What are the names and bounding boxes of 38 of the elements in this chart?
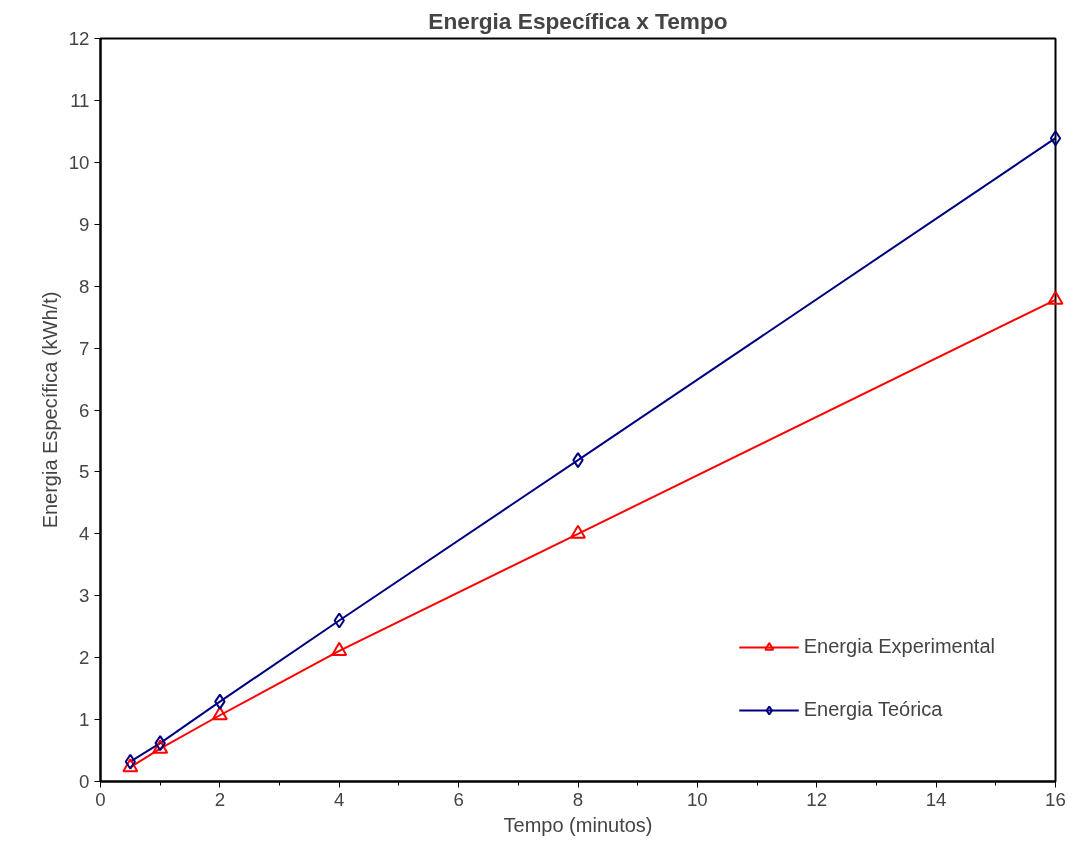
- x-tick-label: 2: [214, 788, 226, 810]
- y-tick-label: 5: [79, 461, 90, 483]
- x-tick-label: 14: [925, 788, 947, 810]
- x-tick-label: 12: [806, 788, 828, 810]
- point: [124, 753, 137, 770]
- x-axis-title: Tempo (minutos): [503, 813, 653, 836]
- point: [214, 693, 226, 710]
- x-tick-label: 6: [453, 788, 464, 810]
- x-tick-label: 16: [1045, 788, 1066, 810]
- y-tick-label: 1: [79, 709, 90, 731]
- legend-label: Energia Teórica: [803, 698, 943, 721]
- x-tick-label: 4: [334, 788, 345, 810]
- y-tick-label: 12: [68, 28, 90, 49]
- point: [331, 641, 348, 656]
- y-axis-title: Energia Específica (kWh/t): [38, 291, 61, 529]
- point: [1049, 130, 1062, 147]
- y-tick-label: 6: [79, 399, 90, 421]
- x-tick-label: 10: [687, 788, 708, 810]
- y-tick-label: 8: [79, 275, 90, 297]
- x-tick-label: 0: [95, 788, 106, 810]
- point: [122, 758, 139, 773]
- y-tick-label: 4: [79, 523, 90, 545]
- chart-title: Energia Específica x Tempo: [428, 7, 728, 34]
- y-tick-label: 11: [70, 89, 90, 111]
- point: [152, 739, 169, 754]
- legend-label: Energia Experimental: [803, 635, 995, 658]
- y-tick-label: 9: [79, 213, 90, 235]
- y-tick-label: 10: [68, 151, 90, 173]
- point: [572, 452, 584, 469]
- point: [570, 524, 586, 539]
- point: [211, 706, 228, 721]
- point: [333, 612, 345, 629]
- y-tick-label: 2: [79, 647, 90, 669]
- point: [154, 735, 166, 752]
- y-tick-label: 0: [79, 771, 90, 792]
- y-tick-label: 7: [79, 337, 90, 359]
- y-tick-label: 3: [79, 585, 90, 607]
- x-tick-label: 8: [572, 788, 584, 810]
